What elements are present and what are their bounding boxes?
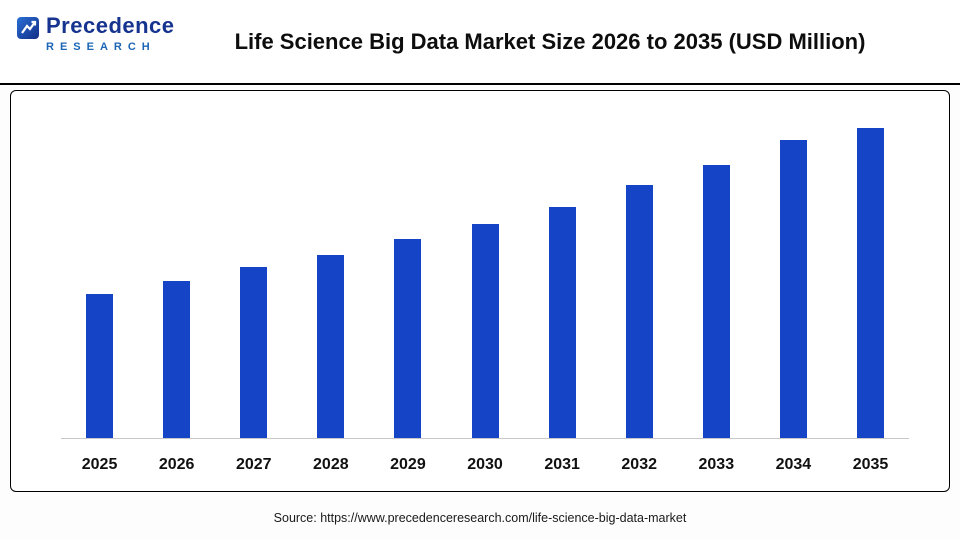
plot-area bbox=[61, 105, 909, 439]
bar-2027 bbox=[240, 267, 268, 438]
x-label-2033: 2033 bbox=[698, 456, 735, 473]
chart-panel: 2025 2026 2027 2028 2029 2030 2031 2032 2033 2034… bbox=[10, 90, 950, 492]
bar-column-2035 bbox=[832, 105, 909, 438]
bar-column-2026 bbox=[138, 105, 215, 438]
bar-2030 bbox=[471, 224, 499, 438]
bar-2026 bbox=[163, 281, 191, 438]
bar-2034 bbox=[779, 140, 807, 438]
x-label-2028: 2028 bbox=[313, 456, 349, 473]
source-text: Source: https://www.precedenceresearch.c… bbox=[273, 511, 687, 525]
bar-column-2025 bbox=[61, 105, 138, 438]
logo-text: Precedence RESEARCH bbox=[46, 14, 175, 54]
bar-column-2032 bbox=[601, 105, 678, 438]
bar-2025 bbox=[86, 294, 114, 438]
bar-column-2027 bbox=[215, 105, 292, 438]
bar-2028 bbox=[317, 255, 345, 438]
x-label-2030: 2030 bbox=[467, 456, 503, 473]
x-label-2029: 2029 bbox=[390, 456, 426, 473]
logo-wordmark: Precedence bbox=[46, 13, 175, 38]
bar-column-2031 bbox=[524, 105, 601, 438]
bar-column-2033 bbox=[678, 105, 755, 438]
x-axis-labels: 2025 2026 2027 2028 2029 2030 2031 2032 2033 2034… bbox=[61, 447, 909, 483]
x-label-2031: 2031 bbox=[544, 456, 580, 473]
bar-column-2029 bbox=[369, 105, 446, 438]
bar-2031 bbox=[548, 207, 576, 438]
precedence-research-logo: Precedence RESEARCH bbox=[16, 14, 175, 54]
bar-2035 bbox=[856, 128, 884, 438]
x-label-2034: 2034 bbox=[775, 456, 812, 473]
x-label-2026: 2026 bbox=[158, 456, 195, 473]
precedence-logo-icon bbox=[17, 17, 39, 39]
x-label-2035: 2035 bbox=[852, 456, 889, 473]
bar-column-2028 bbox=[292, 105, 369, 438]
bar-column-2030 bbox=[446, 105, 523, 438]
bar-column-2034 bbox=[755, 105, 832, 438]
logo-subtitle: RESEARCH bbox=[46, 41, 156, 53]
header: Precedence RESEARCH Life Science Big Dat… bbox=[0, 0, 960, 85]
x-label-2025: 2025 bbox=[81, 456, 118, 473]
page-title: Life Science Big Data Market Size 2026 t… bbox=[234, 28, 866, 54]
bar-series bbox=[61, 105, 909, 439]
bar-2033 bbox=[702, 165, 730, 438]
bar-2029 bbox=[394, 239, 422, 438]
footer: Source: https://www.precedenceresearch.c… bbox=[0, 506, 960, 530]
bar-2032 bbox=[625, 185, 653, 438]
x-label-2027: 2027 bbox=[235, 456, 272, 473]
x-label-2032: 2032 bbox=[621, 456, 657, 473]
